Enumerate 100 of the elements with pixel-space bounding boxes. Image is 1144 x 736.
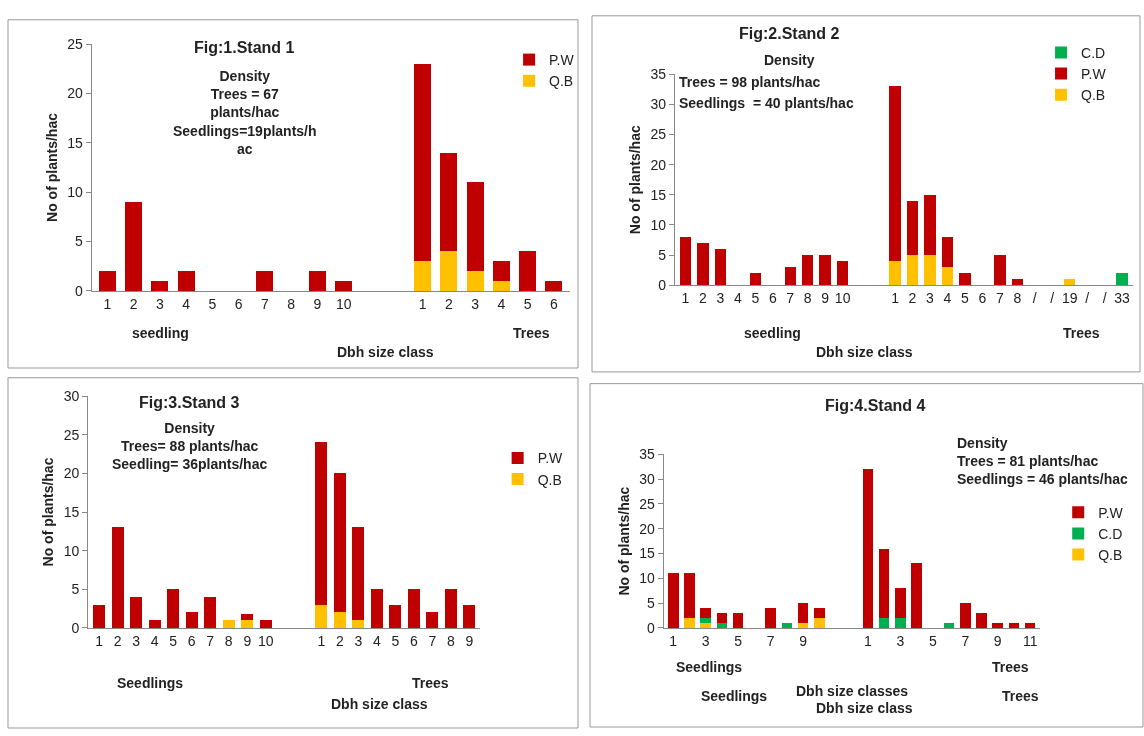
legend-label: Q.B	[1081, 87, 1106, 104]
x-tick-label: 3	[132, 632, 141, 649]
bar	[716, 613, 728, 623]
x-tick-label: 9	[243, 632, 252, 649]
bar	[259, 620, 272, 628]
bar	[111, 527, 124, 628]
x-tick-label: /	[1032, 290, 1037, 306]
bar	[466, 271, 484, 291]
bar	[700, 622, 711, 628]
bar	[992, 622, 1003, 628]
x-tick-label: 1	[864, 632, 873, 649]
bar	[943, 622, 955, 628]
x-tick-label: 8	[224, 632, 233, 649]
x-tick-label: /	[1102, 290, 1107, 306]
bar	[895, 588, 906, 618]
bar	[466, 182, 484, 272]
x-tick-label: 5	[391, 632, 400, 649]
bar	[222, 620, 235, 628]
bar	[414, 261, 432, 291]
bar	[960, 603, 971, 628]
annotation: Density Trees= 88 plants/hac Seedling= 36plants/hac	[112, 420, 268, 473]
x-tick-label: 1	[103, 295, 112, 312]
text: Seedlings	[676, 659, 743, 675]
x-tick-label: 10	[834, 290, 851, 306]
chart-title: Fig:3.Stand 3	[139, 394, 240, 411]
x-tick-label: 1	[418, 295, 427, 312]
x-tick-label: 6	[234, 295, 243, 312]
bar	[335, 281, 353, 291]
bar	[994, 255, 1006, 286]
bar	[519, 251, 537, 291]
bar	[1011, 279, 1023, 286]
x-tick-label: 2	[444, 295, 453, 312]
text: Dbh size classes	[796, 683, 909, 699]
text: Trees	[513, 325, 550, 341]
bar	[204, 597, 217, 628]
x-tick-label: 7	[261, 295, 270, 312]
bar	[185, 612, 198, 628]
bar	[924, 194, 936, 256]
x-tick-label: 6	[768, 290, 777, 306]
bar	[906, 200, 919, 256]
y-tick-label: 20	[639, 520, 655, 537]
y-tick-label: 35	[650, 66, 667, 83]
bar	[684, 573, 695, 618]
annotation: Density Trees = 81 plants/hac Seedlings = 46 plants/hac	[957, 435, 1128, 488]
legend-label: C.D	[1098, 525, 1123, 542]
bar	[440, 152, 458, 252]
bar	[667, 573, 679, 628]
bar	[700, 608, 711, 618]
x-tick-label: 8	[1013, 290, 1022, 306]
x-tick-label: 9	[993, 632, 1002, 649]
text: Seedlings	[701, 688, 768, 704]
x-tick-label: 10	[335, 295, 352, 312]
x-tick-label: 2	[699, 290, 708, 306]
bar	[333, 612, 346, 628]
bar	[878, 548, 890, 618]
bar	[352, 620, 365, 628]
x-tick-label: 7	[428, 632, 437, 649]
x-tick-label: 5	[523, 295, 532, 312]
y-tick-label: 20	[650, 156, 667, 173]
y-tick-label: 5	[658, 246, 667, 263]
x-tick-label: 1	[317, 632, 326, 649]
bar	[906, 255, 919, 286]
text: seedling	[132, 325, 189, 341]
bar	[802, 255, 814, 286]
chart-title: Fig:4.Stand 4	[825, 397, 926, 414]
bar	[895, 618, 906, 628]
y-tick-label: 15	[67, 134, 83, 151]
bar	[679, 236, 692, 286]
bar	[976, 613, 987, 628]
bar	[1116, 273, 1128, 286]
y-tick-label: 30	[639, 471, 655, 488]
y-tick-label: 5	[74, 233, 83, 250]
legend-label: P.W	[1098, 504, 1124, 521]
bar	[684, 618, 695, 628]
x-axis-title: Dbh size class	[337, 344, 434, 360]
bar	[389, 604, 402, 628]
x-tick-label: 6	[409, 632, 418, 649]
x-axis-title: Dbh size class	[816, 344, 913, 360]
legend-label: P.W	[549, 52, 575, 69]
y-tick-label: 10	[63, 542, 80, 559]
bar	[716, 622, 728, 628]
x-tick-label: 1	[95, 632, 104, 649]
x-tick-label: 1	[669, 632, 678, 649]
x-tick-label: 2	[113, 632, 122, 649]
x-tick-label: 2	[908, 290, 917, 306]
annotation: Density Trees = 67 plants/hac Seedlings=19plants/h ac	[173, 68, 317, 157]
bar	[781, 622, 793, 628]
bar	[241, 620, 254, 628]
x-tick-label: 5	[960, 290, 969, 306]
legend-label: Q.B	[549, 73, 574, 90]
y-tick-label: 5	[646, 595, 655, 612]
x-tick-label: /	[1085, 290, 1090, 306]
bar	[813, 618, 825, 628]
x-tick-label: 6	[550, 295, 559, 312]
bar	[315, 442, 328, 605]
x-tick-label: 2	[335, 632, 344, 649]
bar	[878, 618, 890, 628]
bar	[911, 563, 922, 628]
x-axis-title: Dbh size class	[331, 696, 428, 712]
bar	[862, 469, 874, 628]
